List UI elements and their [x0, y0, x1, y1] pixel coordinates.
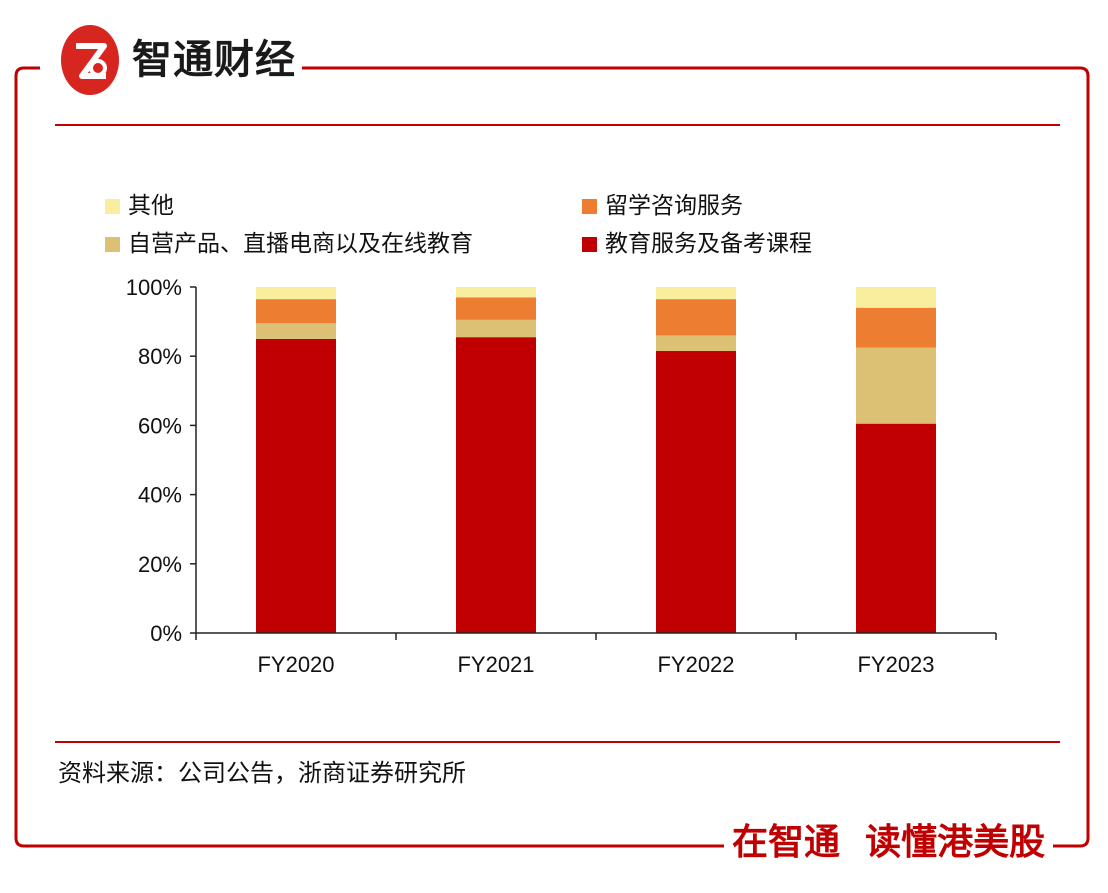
bar-segment-fy2021-s2: [456, 297, 536, 320]
brand-name: 智通财经: [130, 32, 302, 88]
legend-swatch: [105, 237, 120, 252]
bar-segment-fy2023-s1: [856, 347, 936, 424]
bar-segment-fy2022-s2: [656, 299, 736, 336]
top-divider: [55, 124, 1060, 126]
x-tick-label: FY2023: [857, 652, 934, 677]
legend-item-self-operated: 自营产品、直播电商以及在线教育: [105, 229, 473, 259]
bar-segment-fy2020-s3: [256, 287, 336, 300]
bar-segment-fy2023-s0: [856, 423, 936, 633]
legend-label: 教育服务及备考课程: [605, 231, 812, 257]
bar-segment-fy2023-s3: [856, 287, 936, 308]
y-tick-label: 40%: [138, 483, 182, 508]
legend-item-education-services: 教育服务及备考课程: [582, 229, 812, 259]
bar-segment-fy2021-s3: [456, 287, 536, 298]
legend-swatch: [582, 237, 597, 252]
bar-segment-fy2023-s2: [856, 307, 936, 348]
bar-segment-fy2021-s1: [456, 319, 536, 338]
bar-segment-fy2020-s1: [256, 323, 336, 339]
x-tick-label: FY2020: [257, 652, 334, 677]
bar-segment-fy2022-s3: [656, 287, 736, 300]
legend-label: 留学咨询服务: [605, 193, 743, 219]
bottom-divider: [55, 741, 1060, 743]
brand-logo-icon: [61, 25, 119, 95]
legend-item-study-abroad: 留学咨询服务: [582, 191, 743, 221]
bar-segment-fy2022-s0: [656, 351, 736, 633]
legend-item-other: 其他: [105, 191, 174, 221]
y-tick-label: 20%: [138, 552, 182, 577]
y-tick-label: 0%: [150, 621, 182, 646]
y-tick-label: 60%: [138, 413, 182, 438]
slogan: 在智通 读懂港美股: [724, 818, 1054, 868]
legend-label: 自营产品、直播电商以及在线教育: [128, 231, 473, 257]
slogan-left: 在智通: [732, 822, 841, 863]
y-tick-label: 100%: [126, 275, 182, 300]
legend-swatch: [582, 199, 597, 214]
legend-label: 其他: [128, 193, 174, 219]
bar-segment-fy2021-s0: [456, 337, 536, 633]
source-note: 资料来源：公司公告，浙商证券研究所: [58, 759, 466, 787]
bar-segment-fy2020-s0: [256, 338, 336, 633]
x-tick-label: FY2021: [457, 652, 534, 677]
x-tick-label: FY2022: [657, 652, 734, 677]
slogan-right: 读懂港美股: [865, 822, 1046, 863]
bar-segment-fy2020-s2: [256, 299, 336, 324]
y-tick-label: 80%: [138, 344, 182, 369]
legend-swatch: [105, 199, 120, 214]
bar-segment-fy2022-s1: [656, 335, 736, 352]
